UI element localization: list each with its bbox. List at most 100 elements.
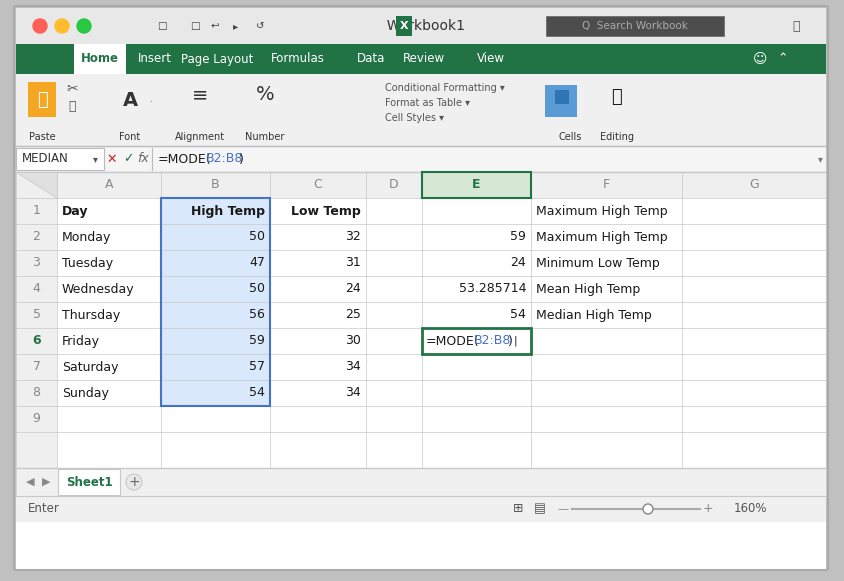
Text: 53.285714: 53.285714 bbox=[458, 282, 526, 296]
Text: ▤: ▤ bbox=[534, 503, 546, 515]
Text: Paste: Paste bbox=[29, 132, 56, 142]
Text: 32: 32 bbox=[345, 231, 361, 243]
Text: Median High Temp: Median High Temp bbox=[536, 309, 652, 321]
Text: 59: 59 bbox=[249, 335, 265, 347]
Text: Alignment: Alignment bbox=[175, 132, 225, 142]
Text: C: C bbox=[314, 178, 322, 192]
Text: F: F bbox=[603, 178, 610, 192]
Text: fx: fx bbox=[137, 152, 149, 166]
Text: Mean High Temp: Mean High Temp bbox=[536, 282, 641, 296]
Text: Review: Review bbox=[403, 52, 445, 66]
Bar bbox=[28, 82, 56, 117]
Text: B: B bbox=[211, 178, 219, 192]
Bar bbox=[555, 90, 569, 104]
Bar bbox=[546, 16, 724, 36]
Text: ▸: ▸ bbox=[234, 21, 239, 31]
Bar bbox=[422, 328, 531, 354]
Text: Saturday: Saturday bbox=[62, 360, 118, 374]
Bar bbox=[600, 82, 635, 117]
Bar bbox=[16, 8, 826, 44]
Bar bbox=[161, 198, 270, 406]
Text: Workbook1: Workbook1 bbox=[378, 19, 466, 33]
Circle shape bbox=[33, 19, 47, 33]
Text: Cell Styles ▾: Cell Styles ▾ bbox=[385, 113, 444, 123]
Text: 3: 3 bbox=[33, 256, 41, 270]
Bar bbox=[16, 172, 826, 468]
Text: ): ) bbox=[508, 335, 513, 347]
Text: Number: Number bbox=[246, 132, 284, 142]
Text: □: □ bbox=[190, 21, 200, 31]
Text: %: % bbox=[256, 85, 274, 105]
Text: G: G bbox=[749, 178, 759, 192]
Text: Wednesday: Wednesday bbox=[62, 282, 135, 296]
Bar bbox=[396, 16, 412, 36]
Bar bbox=[74, 44, 126, 74]
Text: 🧑: 🧑 bbox=[793, 20, 800, 33]
Circle shape bbox=[77, 19, 91, 33]
Text: Maximum High Temp: Maximum High Temp bbox=[536, 231, 668, 243]
Text: 24: 24 bbox=[345, 282, 361, 296]
Text: X: X bbox=[400, 21, 408, 31]
Text: View: View bbox=[477, 52, 505, 66]
Text: =MODE(: =MODE( bbox=[158, 152, 212, 166]
Bar bbox=[422, 328, 531, 354]
Text: B2:B8: B2:B8 bbox=[474, 335, 511, 347]
Bar bbox=[545, 85, 577, 117]
Text: High Temp: High Temp bbox=[191, 205, 265, 217]
Text: ◀: ◀ bbox=[26, 477, 35, 487]
Text: Q  Search Workbook: Q Search Workbook bbox=[582, 21, 688, 31]
Text: 50: 50 bbox=[249, 231, 265, 243]
Text: ): ) bbox=[239, 152, 244, 166]
Text: D: D bbox=[389, 178, 399, 192]
Text: ✕: ✕ bbox=[106, 152, 117, 166]
Text: 9: 9 bbox=[33, 413, 41, 425]
Text: Home: Home bbox=[81, 52, 119, 66]
Text: |: | bbox=[514, 336, 517, 346]
Text: MEDIAN: MEDIAN bbox=[22, 152, 68, 166]
Circle shape bbox=[126, 474, 142, 490]
Text: 25: 25 bbox=[345, 309, 361, 321]
Text: 50: 50 bbox=[249, 282, 265, 296]
Text: Monday: Monday bbox=[62, 231, 111, 243]
Text: ↺: ↺ bbox=[256, 21, 264, 31]
Bar bbox=[16, 468, 826, 496]
Text: ⊞: ⊞ bbox=[513, 503, 523, 515]
Bar bbox=[16, 172, 57, 468]
Bar bbox=[16, 146, 826, 172]
Text: Sheet1: Sheet1 bbox=[66, 475, 112, 489]
Text: Day: Day bbox=[62, 205, 89, 217]
Text: ▾: ▾ bbox=[818, 154, 822, 164]
Text: 56: 56 bbox=[249, 309, 265, 321]
Text: 1: 1 bbox=[33, 205, 41, 217]
Text: Insert: Insert bbox=[138, 52, 172, 66]
Text: Tuesday: Tuesday bbox=[62, 256, 113, 270]
Text: ▶: ▶ bbox=[41, 477, 51, 487]
Text: 160%: 160% bbox=[733, 503, 766, 515]
Text: 6: 6 bbox=[32, 335, 41, 347]
Bar bbox=[422, 172, 531, 198]
Polygon shape bbox=[16, 172, 57, 198]
Text: Conditional Formatting ▾: Conditional Formatting ▾ bbox=[385, 83, 505, 93]
Text: ☺: ☺ bbox=[753, 52, 767, 66]
Text: +: + bbox=[703, 503, 713, 515]
Text: +: + bbox=[128, 475, 140, 489]
Text: Maximum High Temp: Maximum High Temp bbox=[536, 205, 668, 217]
Text: □: □ bbox=[157, 21, 167, 31]
Bar bbox=[16, 172, 826, 198]
Text: ≡: ≡ bbox=[192, 85, 208, 105]
Text: Low Temp: Low Temp bbox=[291, 205, 361, 217]
Text: Cells: Cells bbox=[559, 132, 582, 142]
Bar bbox=[161, 198, 270, 406]
Text: 31: 31 bbox=[345, 256, 361, 270]
Text: 57: 57 bbox=[249, 360, 265, 374]
Text: —: — bbox=[557, 504, 569, 514]
Text: .: . bbox=[149, 95, 151, 105]
Text: =MODE(: =MODE( bbox=[426, 335, 479, 347]
Text: 30: 30 bbox=[345, 335, 361, 347]
Text: 54: 54 bbox=[510, 309, 526, 321]
Text: 🔍: 🔍 bbox=[612, 88, 622, 106]
Text: Sunday: Sunday bbox=[62, 386, 109, 400]
Text: 34: 34 bbox=[345, 386, 361, 400]
Circle shape bbox=[55, 19, 69, 33]
Text: 24: 24 bbox=[511, 256, 526, 270]
